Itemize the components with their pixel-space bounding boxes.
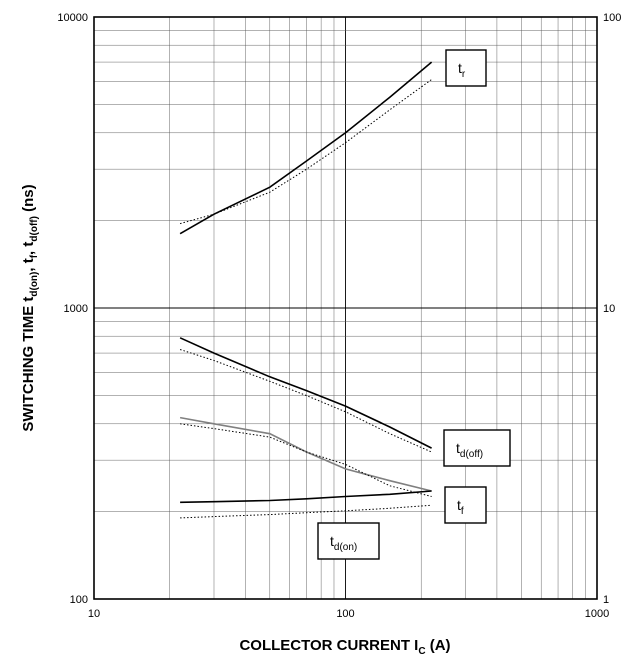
series-dotted-7: [180, 504, 432, 519]
label-td(on): td(on): [330, 533, 357, 553]
series-tr: [179, 61, 433, 235]
x-tick-label: 100: [336, 608, 354, 620]
label-box-tf: [444, 486, 487, 524]
plot-frame: [93, 16, 598, 600]
y-tick-label: 100: [70, 594, 88, 606]
series-td(off): [179, 337, 432, 449]
series-dotted-1: [179, 79, 432, 225]
series-dotted-5: [180, 423, 432, 497]
axis-titles: COLLECTOR CURRENT IC (A) SWITCHING TIME t…: [20, 184, 451, 657]
chart-series: [179, 61, 433, 519]
series-dotted-3: [179, 349, 432, 453]
label-tr: tr: [458, 60, 466, 80]
y2-tick-label: 100: [603, 12, 621, 24]
x-tick-label: 10: [88, 608, 100, 620]
x-axis-title: COLLECTOR CURRENT IC (A): [239, 637, 450, 657]
series-td(on): [180, 490, 432, 504]
label-box-tr: [445, 49, 487, 87]
x-tick-label: 1000: [585, 608, 609, 620]
label-td(off): td(off): [456, 440, 483, 460]
y-tick-label: 1000: [64, 303, 88, 315]
y2-tick-label: 1: [603, 594, 609, 606]
y-axis-title: SWITCHING TIME td(on), tf, td(off) (ns): [20, 184, 40, 431]
chart-grid: [94, 17, 597, 599]
label-box-td(off): [443, 429, 511, 467]
label-box-td(on): [317, 522, 380, 560]
label-tf: tf: [457, 497, 464, 517]
y-tick-label: 10000: [57, 12, 88, 24]
curve-labels: tr td(off) tf td(on): [317, 49, 511, 560]
y2-tick-label: 10: [603, 303, 615, 315]
